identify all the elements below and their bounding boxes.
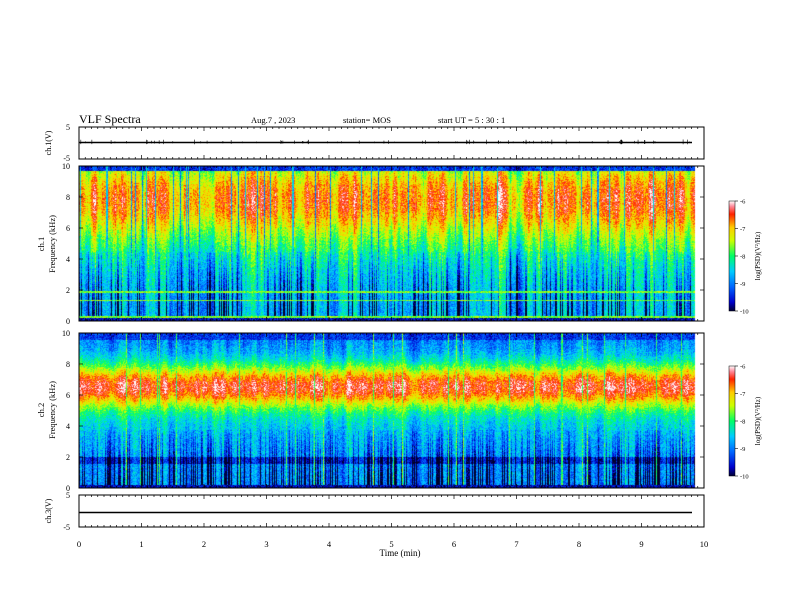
y-tick-label: 0 xyxy=(66,317,70,326)
ch2-spec-ylabel-top: ch.2 xyxy=(36,403,46,417)
colorbar-tick-label: -9 xyxy=(740,281,745,288)
x-tick-label: 9 xyxy=(639,539,643,549)
ch1-spec-ylabel: Frequency (kHz) xyxy=(47,215,57,273)
colorbar-tick-label: -6 xyxy=(740,364,746,371)
x-tick-label: 0 xyxy=(77,539,81,549)
figure-title: VLF Spectra xyxy=(79,112,141,126)
x-tick-label: 7 xyxy=(514,539,518,549)
y-tick-label: 0 xyxy=(66,484,70,493)
y-tick-label: 4 xyxy=(66,255,70,264)
ch1-spectrogram-panel: 0 2 4 6 8 10 ch.1 Frequency (kHz) xyxy=(36,162,705,326)
x-axis-label: Time (min) xyxy=(380,548,421,558)
ch1-spectrogram xyxy=(79,166,704,321)
ch1-waveform-panel: 5 -5 ch.1(V) xyxy=(44,123,705,163)
ch1-colorbar-label: log(PSD)(V²/Hz) xyxy=(754,231,762,280)
date-label: Aug.7 , 2023 xyxy=(251,115,295,125)
colorbar-tick-label: -9 xyxy=(740,446,745,453)
y-tick-label: 2 xyxy=(66,286,70,295)
ch3-waveform-panel: 5 -5 ch.3(V) xyxy=(44,491,705,532)
ch3-ytick-bottom: -5 xyxy=(63,523,70,532)
colorbar-tick-label: -8 xyxy=(740,419,745,426)
colorbar-tick-label: -8 xyxy=(740,254,745,261)
ch2-colorbar-label: log(PSD)(V²/Hz) xyxy=(754,396,762,445)
x-tick-label: 1 xyxy=(139,539,143,549)
ch1-ytick-top: 5 xyxy=(66,123,70,132)
x-tick-label: 5 xyxy=(389,539,393,549)
x-tick-label: 8 xyxy=(577,539,581,549)
colorbar-tick-label: -10 xyxy=(740,309,749,316)
ch2-colorbar: -6 -7 -8 -9 -10 log(PSD)(V²/Hz) xyxy=(728,364,762,481)
x-axis-tick-labels: 0 1 2 3 4 5 6 7 8 9 10 xyxy=(77,539,708,549)
y-tick-label: 2 xyxy=(66,453,70,462)
station-label: station= MOS xyxy=(343,115,391,125)
colorbar-tick-label: -6 xyxy=(740,199,746,206)
x-axis-ticks xyxy=(78,127,705,527)
ch1-ylabel: ch.1(V) xyxy=(44,130,53,155)
y-tick-label: 10 xyxy=(62,162,70,171)
x-tick-label: 10 xyxy=(700,539,709,549)
y-tick-label: 8 xyxy=(66,193,70,202)
y-tick-label: 10 xyxy=(62,329,70,338)
colorbar-tick-label: -10 xyxy=(740,474,749,481)
x-tick-label: 2 xyxy=(202,539,206,549)
ch1-ytick-bottom: -5 xyxy=(63,154,70,163)
ch2-spectrogram xyxy=(79,333,704,488)
y-tick-label: 4 xyxy=(66,422,70,431)
y-tick-label: 6 xyxy=(66,224,70,233)
x-tick-label: 4 xyxy=(327,539,332,549)
y-tick-label: 6 xyxy=(66,391,70,400)
ch2-spectrogram-panel: 0 2 4 6 8 10 ch.2 Frequency (kHz) xyxy=(36,329,705,493)
x-tick-label: 3 xyxy=(264,539,268,549)
ch3-ylabel: ch.3(V) xyxy=(44,498,53,523)
y-tick-label: 8 xyxy=(66,360,70,369)
ch3-ytick-top: 5 xyxy=(66,491,70,500)
colorbar-tick-label: -7 xyxy=(740,391,746,398)
start-time-label: start UT = 5 : 30 : 1 xyxy=(438,115,505,125)
x-tick-label: 6 xyxy=(452,539,456,549)
ch2-spec-ylabel: Frequency (kHz) xyxy=(47,381,57,439)
colorbar-tick-label: -7 xyxy=(740,226,746,233)
ch1-spec-ylabel-top: ch.1 xyxy=(36,237,46,251)
ch1-colorbar: -6 -7 -8 -9 -10 log(PSD)(V²/Hz) xyxy=(728,199,762,316)
